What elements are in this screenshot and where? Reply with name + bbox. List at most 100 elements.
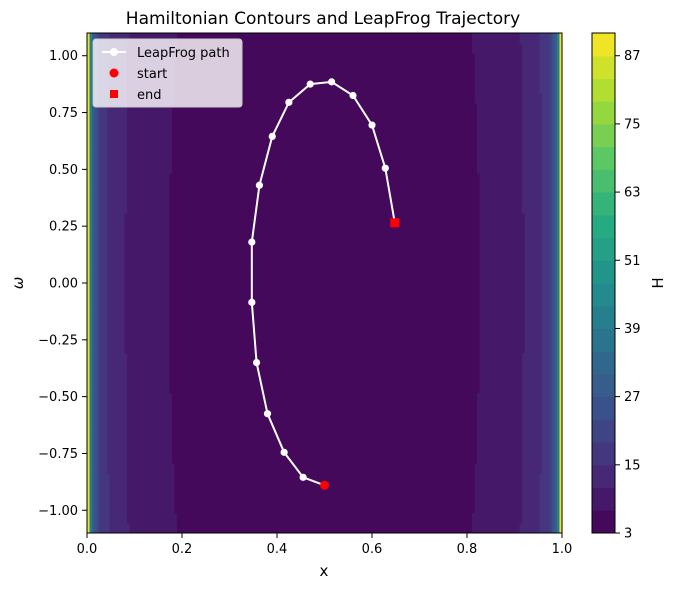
contour-cell (239, 483, 243, 494)
contour-cell (217, 293, 221, 304)
contour-cell (304, 193, 308, 204)
contour-cell (214, 313, 218, 324)
contour-cell (194, 393, 198, 404)
contour-cell (154, 303, 158, 314)
contour-cell (134, 333, 138, 344)
contour-cell (179, 353, 183, 364)
contour-cell (232, 503, 236, 514)
contour-cell (292, 43, 296, 54)
contour-cell (262, 333, 266, 344)
contour-cell (99, 383, 103, 394)
contour-cell (192, 503, 196, 514)
contour-cell (184, 113, 188, 124)
contour-cell (169, 123, 173, 134)
contour-cell (244, 43, 248, 54)
contour-cell (294, 153, 298, 164)
contour-cell (177, 163, 181, 174)
contour-cell (302, 53, 306, 64)
contour-cell (159, 463, 163, 474)
contour-cell (242, 293, 246, 304)
contour-cell (217, 323, 221, 334)
contour-cell (297, 333, 301, 344)
contour-cell (134, 163, 138, 174)
contour-cell (132, 253, 136, 264)
contour-cell (144, 463, 148, 474)
contour-cell (292, 503, 296, 514)
contour-cell (217, 113, 221, 124)
contour-cell (152, 333, 156, 344)
contour-cell (257, 453, 261, 464)
contour-cell (127, 503, 131, 514)
contour-cell (257, 273, 261, 284)
contour-cell (232, 473, 236, 484)
contour-cell (114, 493, 118, 504)
contour-cell (144, 453, 148, 464)
contour-cell (254, 213, 258, 224)
contour-cell (329, 363, 333, 374)
contour-cell (222, 463, 226, 474)
contour-cell (312, 313, 316, 324)
contour-cell (169, 343, 173, 354)
contour-cell (294, 43, 298, 54)
contour-cell (254, 103, 258, 114)
contour-cell (294, 383, 298, 394)
contour-cell (259, 143, 263, 154)
contour-cell (167, 453, 171, 464)
contour-cell (229, 523, 233, 533)
contour-cell (309, 303, 313, 314)
contour-cell (164, 123, 168, 134)
contour-cell (192, 183, 196, 194)
contour-cell (322, 463, 326, 474)
contour-cell (219, 113, 223, 124)
contour-cell (327, 73, 331, 84)
contour-cell (89, 453, 93, 464)
contour-cell (249, 183, 253, 194)
contour-cell (187, 303, 191, 314)
contour-cell (122, 293, 126, 304)
contour-cell (117, 483, 121, 494)
contour-cell (169, 513, 173, 524)
contour-cell (109, 473, 113, 484)
contour-cell (294, 113, 298, 124)
contour-cell (179, 253, 183, 264)
contour-cell (154, 383, 158, 394)
contour-cell (194, 33, 198, 44)
contour-cell (122, 183, 126, 194)
contour-cell (187, 183, 191, 194)
contour-cell (294, 513, 298, 524)
contour-cell (264, 423, 268, 434)
contour-cell (304, 173, 308, 184)
contour-cell (229, 483, 233, 494)
contour-cell (124, 283, 128, 294)
contour-cell (104, 433, 108, 444)
contour-cell (294, 93, 298, 104)
contour-cell (259, 103, 263, 114)
contour-cell (259, 363, 263, 374)
contour-cell (302, 323, 306, 334)
contour-cell (187, 333, 191, 344)
contour-cell (259, 163, 263, 174)
contour-cell (109, 273, 113, 284)
contour-cell (307, 383, 311, 394)
contour-cell (317, 443, 321, 454)
contour-cell (237, 253, 241, 264)
contour-cell (297, 143, 301, 154)
contour-cell (259, 483, 263, 494)
contour-cell (287, 123, 291, 134)
contour-cell (307, 253, 311, 264)
contour-cell (307, 213, 311, 224)
contour-cell (272, 473, 276, 484)
contour-cell (304, 273, 308, 284)
contour-cell (307, 393, 311, 404)
contour-cell (254, 113, 258, 124)
contour-cell (267, 333, 271, 344)
contour-cell (149, 273, 153, 284)
contour-cell (252, 153, 256, 164)
contour-cell (309, 413, 313, 424)
contour-cell (127, 153, 131, 164)
contour-cell (209, 493, 213, 504)
contour-cell (307, 223, 311, 234)
contour-cell (144, 483, 148, 494)
contour-cell (134, 353, 138, 364)
contour-cell (332, 473, 336, 484)
